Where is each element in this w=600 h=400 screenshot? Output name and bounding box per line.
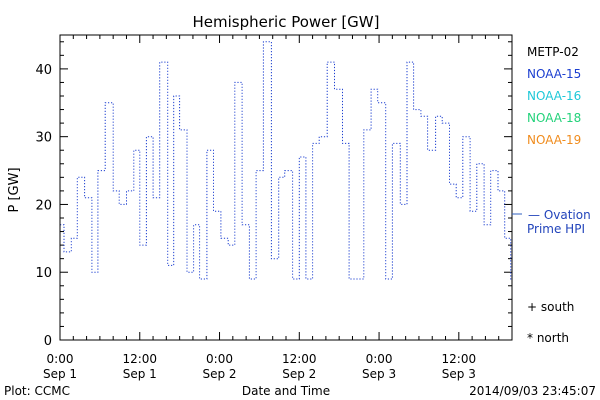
x-tick-time-label: 12:00 bbox=[282, 352, 317, 366]
plot-timestamp: 2014/09/03 23:45:07 bbox=[469, 384, 596, 398]
south-marker-note: + south bbox=[527, 300, 574, 314]
y-axis-ticks: 0 10 20 30 40 bbox=[35, 41, 512, 349]
legend-item-noaa-18: NOAA-18 bbox=[527, 111, 581, 125]
x-tick-date-label: Sep 2 bbox=[202, 367, 236, 381]
x-axis-label: Date and Time bbox=[242, 384, 330, 398]
legend-item-noaa-19: NOAA-19 bbox=[527, 133, 581, 147]
y-tick-label: 10 bbox=[35, 266, 52, 281]
legend: METP-02 NOAA-15 NOAA-16 NOAA-18 NOAA-19 bbox=[527, 45, 581, 147]
plot-frame bbox=[59, 34, 513, 341]
y-tick-label: 30 bbox=[35, 131, 52, 146]
x-tick-time-label: 0:00 bbox=[366, 352, 393, 366]
x-tick-date-label: Sep 1 bbox=[43, 367, 77, 381]
legend-item-metp-02: METP-02 bbox=[527, 45, 579, 59]
ovation-label-line1: — Ovation bbox=[528, 208, 591, 222]
x-tick-date-label: Sep 3 bbox=[362, 367, 396, 381]
x-tick-time-label: 12:00 bbox=[442, 352, 477, 366]
x-tick-time-label: 0:00 bbox=[47, 352, 74, 366]
y-axis-label: P [GW] bbox=[7, 167, 22, 212]
series-line-noaa-15 bbox=[60, 41, 512, 280]
north-marker-note: * north bbox=[527, 331, 569, 345]
x-tick-date-label: Sep 1 bbox=[123, 367, 157, 381]
x-tick-time-label: 12:00 bbox=[122, 352, 157, 366]
ovation-label-line2: Prime HPI bbox=[527, 222, 585, 236]
y-tick-label: 0 bbox=[44, 334, 52, 349]
legend-item-noaa-15: NOAA-15 bbox=[527, 67, 581, 81]
x-tick-time-label: 0:00 bbox=[206, 352, 233, 366]
legend-item-noaa-16: NOAA-16 bbox=[527, 89, 581, 103]
series-layer bbox=[60, 41, 512, 280]
x-tick-date-label: Sep 2 bbox=[282, 367, 316, 381]
plot-credit: Plot: CCMC bbox=[4, 384, 70, 398]
chart-title: Hemispheric Power [GW] bbox=[193, 13, 380, 31]
y-tick-label: 40 bbox=[35, 63, 52, 78]
x-tick-date-label: Sep 3 bbox=[442, 367, 476, 381]
y-tick-label: 20 bbox=[35, 198, 52, 213]
